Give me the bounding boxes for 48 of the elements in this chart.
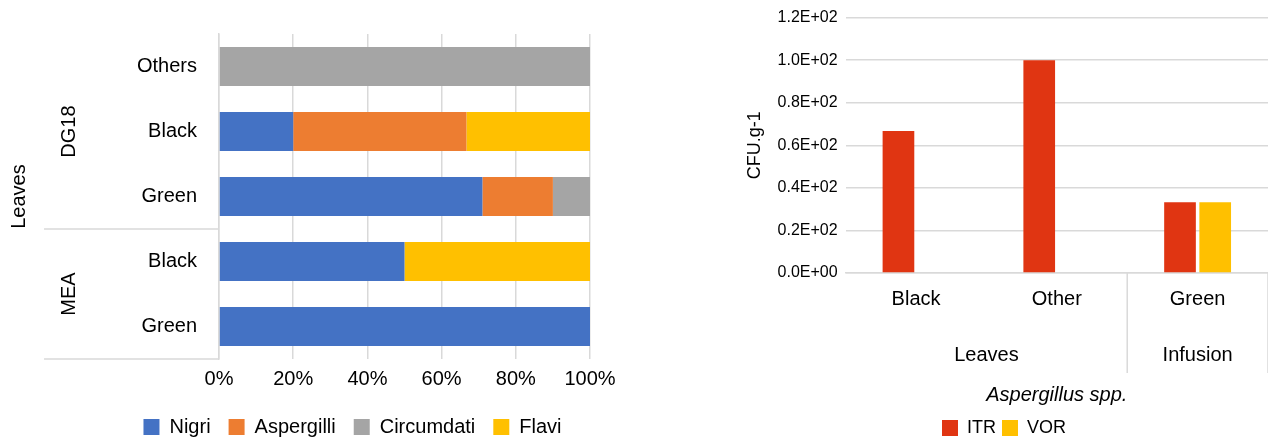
bar	[219, 242, 405, 281]
legend-label: Circumdati	[379, 414, 476, 437]
x-tick-label: 0%	[204, 366, 234, 389]
bar	[1023, 60, 1056, 273]
x-tick-label: Other	[1031, 286, 1083, 309]
y-tick-label: Green	[141, 314, 198, 337]
y-tick-label: 1.2E+02	[777, 8, 838, 26]
y-tick-label: 0.2E+02	[777, 220, 838, 238]
legend-label: Nigri	[169, 414, 211, 437]
x-tick-label: Black	[891, 286, 942, 309]
bar	[1164, 202, 1196, 273]
y-tick-label: Black	[148, 119, 199, 142]
x-tick-label: 80%	[495, 366, 537, 389]
bar	[1199, 202, 1232, 273]
x-axis-title: Aspergillus spp.	[985, 382, 1128, 405]
y-tick-label: 0.6E+02	[777, 135, 838, 153]
bar	[882, 131, 915, 273]
x-tick-label: 20%	[273, 366, 314, 389]
bar	[466, 112, 590, 151]
x-tick-label: 40%	[347, 366, 388, 389]
text: Infusion	[1162, 342, 1233, 365]
x-tick-label: Green	[1169, 286, 1226, 309]
y-tick-label: 0.0E+00	[777, 263, 838, 281]
bar	[293, 112, 467, 151]
text: MEA	[56, 271, 79, 316]
text: Leaves	[6, 164, 29, 229]
legend-label: ITR	[967, 416, 996, 437]
bar	[219, 112, 294, 151]
y-tick-label: 0.4E+02	[777, 178, 838, 196]
y-tick-label: Black	[148, 249, 199, 272]
x-tick-label: 60%	[421, 366, 462, 389]
bar	[219, 177, 483, 216]
legend-label: Flavi	[519, 414, 562, 437]
text: DG18	[56, 105, 79, 158]
legend-label: VOR	[1026, 416, 1067, 437]
y-tick-label: 1.0E+02	[777, 50, 838, 68]
bar	[552, 177, 590, 216]
x-tick-label: 100%	[564, 366, 616, 389]
legend-label: Aspergilli	[254, 414, 336, 437]
y-tick-label: Others	[136, 54, 198, 77]
bar	[482, 177, 553, 216]
text: Leaves	[954, 342, 1019, 365]
y-tick-label: Green	[141, 184, 198, 207]
y-axis-title: CFU.g-1	[743, 111, 764, 180]
bar	[219, 47, 590, 86]
y-tick-label: 0.8E+02	[777, 93, 838, 111]
bar	[404, 242, 590, 281]
bar	[219, 307, 590, 346]
